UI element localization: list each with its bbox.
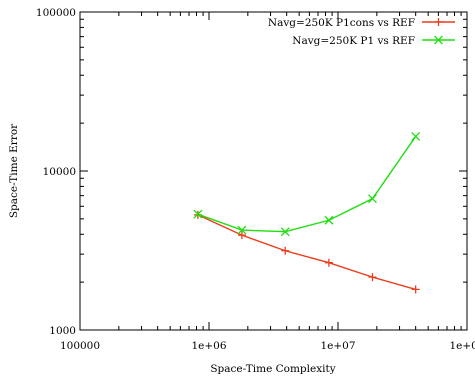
data-point-p1cons: [411, 285, 420, 294]
y-tick-label: 10000: [43, 166, 76, 178]
legend-label-p1: Navg=250K P1 vs REF: [292, 35, 415, 47]
data-point-p1: [193, 209, 203, 219]
series-line-p1cons: [197, 214, 416, 291]
data-point-p1cons: [281, 246, 290, 255]
plot-frame: [79, 11, 468, 331]
data-point-p1: [411, 131, 421, 141]
data-point-p1: [280, 227, 290, 237]
y-tick-label: 100000: [36, 7, 76, 19]
data-point-p1cons: [368, 273, 377, 282]
series-group: [193, 131, 421, 294]
data-point-p1: [324, 215, 334, 225]
legend-label-p1cons: Navg=250K P1cons vs REF: [268, 17, 415, 29]
x-axis-label: Space-Time Complexity: [210, 363, 335, 375]
axis-ticks: 100000 1e+06 1e+07 1e+08 1000 10000 100000: [36, 7, 475, 352]
x-tick-label: 1e+07: [320, 340, 355, 352]
data-point-p1: [368, 194, 377, 204]
data-point-p1cons: [324, 258, 333, 267]
data-point-p1: [237, 225, 247, 235]
x-tick-label: 1e+06: [191, 340, 226, 352]
data-point-p1cons: [237, 231, 246, 240]
legend: Navg=250K P1cons vs REF Navg=250K P1 vs R…: [268, 17, 455, 47]
x-tick-label: 100000: [60, 340, 100, 352]
y-tick-label: 1000: [49, 325, 76, 337]
x-tick-label: 1e+08: [449, 340, 475, 352]
y-axis-label: Space-Time Error: [8, 123, 20, 218]
legend-marker-p1cons: [434, 18, 443, 26]
legend-marker-p1: [434, 35, 443, 45]
series-line-p1: [197, 136, 417, 233]
